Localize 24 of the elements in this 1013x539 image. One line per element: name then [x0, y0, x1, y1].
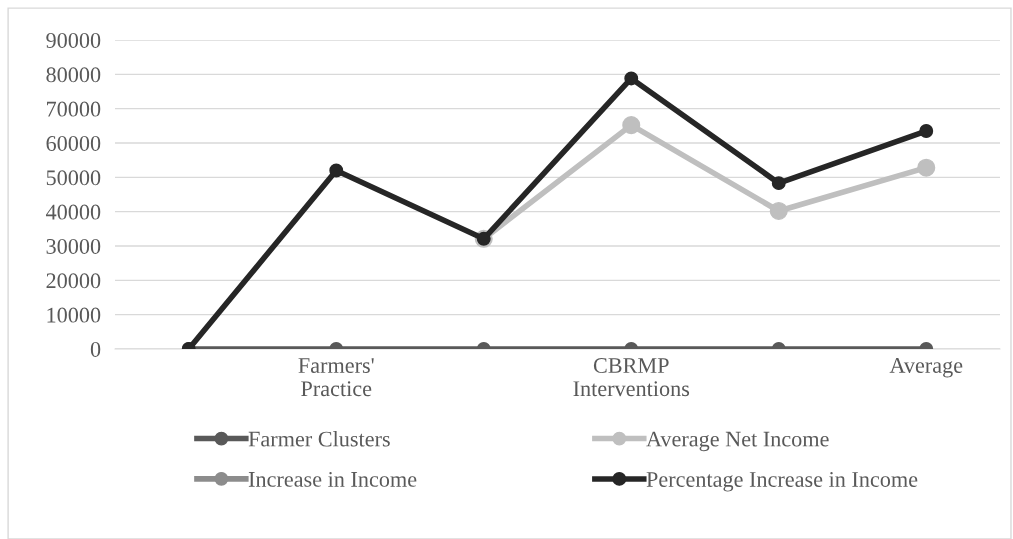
y-tick-label: 30000	[46, 238, 101, 254]
legend-label: Farmer Clusters	[248, 430, 390, 447]
y-tick-label: 80000	[46, 67, 101, 83]
point	[624, 71, 639, 86]
x-tick-label: Farmers' Practice	[298, 358, 374, 397]
point	[771, 176, 786, 191]
y-tick-label: 70000	[47, 101, 101, 117]
point	[917, 158, 936, 177]
legend-label: Average Net Income	[646, 431, 829, 452]
y-tick-label: 40000	[45, 204, 101, 220]
y-tick-label: 20000	[46, 273, 101, 289]
point	[622, 116, 641, 135]
point	[769, 201, 788, 221]
point	[919, 124, 934, 138]
y-tick-label: 50000	[46, 170, 101, 186]
legend-label: Increase in Income	[248, 471, 417, 487]
y-tick-label: 60000	[46, 135, 101, 151]
x-tick-label: CBRMP Interventions	[573, 358, 690, 397]
y-tick-label: 0	[90, 341, 101, 357]
y-tick-label: 10000	[47, 307, 101, 323]
legend-label: Percentage Increase in Income	[646, 471, 918, 492]
point	[329, 163, 344, 178]
y-tick-label: 90000	[46, 32, 101, 48]
x-tick-label: Average	[889, 358, 963, 378]
